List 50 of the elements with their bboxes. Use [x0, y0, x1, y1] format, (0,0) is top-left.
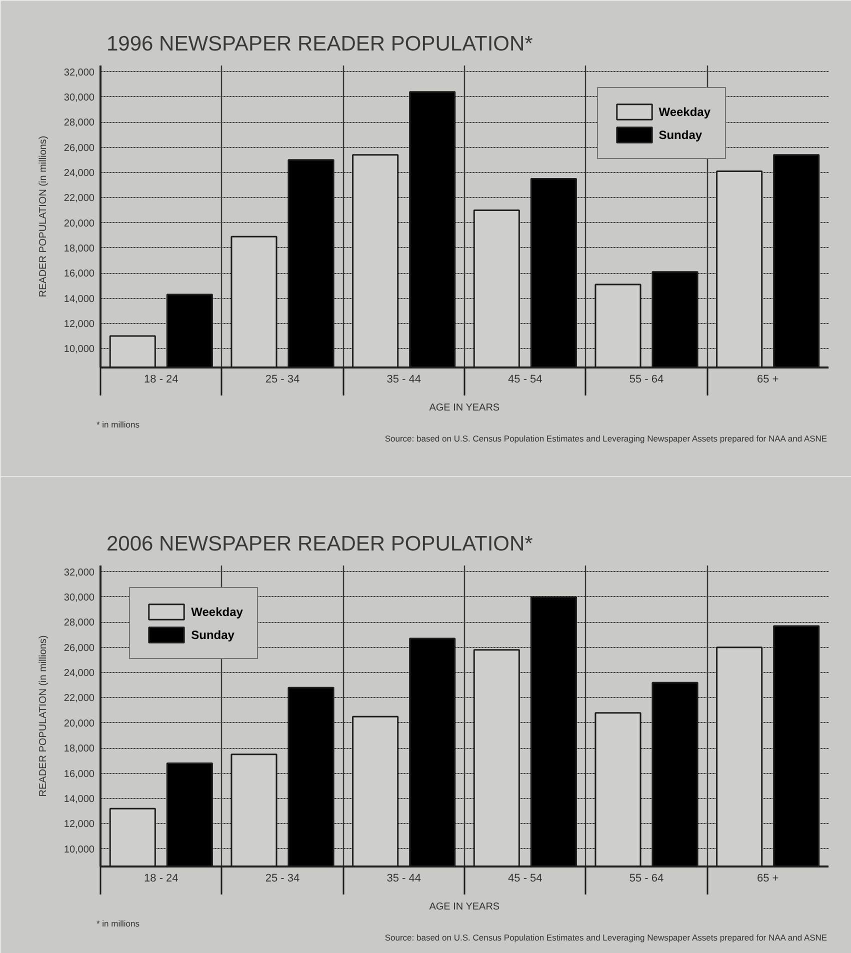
y-tick-label: 20,000 — [64, 218, 95, 230]
x-tick-label: 18 - 24 — [144, 374, 178, 386]
y-axis-title: READER POPULATION (in millions) — [38, 136, 49, 298]
source-note: Source: based on U.S. Census Population Estimates and Leveraging Newspaper Assets prepared for NAA and ASNE — [384, 434, 828, 444]
y-tick-label: 32,000 — [64, 567, 95, 578]
y-axis-title: READER POPULATION (in millions) — [38, 635, 49, 797]
y-tick-label: 28,000 — [64, 618, 95, 629]
x-tick-label: 18 - 24 — [144, 872, 178, 884]
y-tick-label: 24,000 — [64, 668, 95, 680]
x-tick-label: 25 - 34 — [265, 374, 300, 386]
y-tick-label: 30,000 — [64, 92, 95, 104]
legend-label: Weekday — [191, 604, 243, 620]
y-tick-label: 18,000 — [64, 744, 95, 755]
x-tick-label: 55 - 64 — [629, 374, 664, 386]
x-tick-label: 65 + — [756, 872, 779, 884]
text: * in millions — [96, 420, 140, 430]
legend-label: Sunday — [658, 126, 702, 144]
y-tick-label: 26,000 — [64, 642, 95, 654]
x-axis-title: AGE IN YEARS — [429, 402, 500, 414]
y-tick-label: 32,000 — [64, 67, 95, 78]
y-tick-label: 22,000 — [64, 193, 95, 204]
chart-title: 2006 NEWSPAPER READER POPULATION* — [106, 532, 533, 556]
source-note: Source: based on U.S. Census Population Estimates and Leveraging Newspaper Assets prepared for NAA and ASNE — [384, 932, 828, 942]
y-tick-label: 12,000 — [64, 819, 95, 830]
text: * in millions — [96, 918, 140, 928]
x-tick-label: 55 - 64 — [629, 872, 664, 884]
y-tick-label: 24,000 — [64, 168, 95, 179]
x-tick-label: 65 + — [756, 374, 779, 386]
y-tick-label: 16,000 — [64, 268, 95, 280]
x-tick-label: 45 - 54 — [508, 872, 542, 884]
legend-label: Weekday — [658, 104, 711, 120]
y-tick-label: 30,000 — [64, 592, 95, 604]
legend-label: Sunday — [191, 626, 234, 644]
y-tick-label: 10,000 — [64, 344, 95, 356]
x-tick-label: 35 - 44 — [386, 374, 421, 386]
y-tick-label: 14,000 — [64, 294, 95, 305]
y-tick-label: 10,000 — [64, 844, 95, 856]
y-tick-label: 22,000 — [64, 693, 95, 704]
y-tick-label: 28,000 — [64, 118, 95, 129]
x-tick-label: 45 - 54 — [508, 374, 542, 386]
y-tick-label: 20,000 — [64, 718, 95, 730]
x-tick-label: 25 - 34 — [265, 872, 300, 884]
y-tick-label: 16,000 — [64, 768, 95, 780]
chart-title: 1996 NEWSPAPER READER POPULATION* — [106, 32, 533, 56]
x-axis-title: AGE IN YEARS — [429, 902, 500, 912]
x-tick-label: 35 - 44 — [386, 872, 421, 884]
y-tick-label: 12,000 — [64, 318, 95, 330]
y-tick-label: 18,000 — [64, 243, 95, 254]
y-tick-label: 14,000 — [64, 794, 95, 805]
y-tick-label: 26,000 — [64, 142, 95, 154]
